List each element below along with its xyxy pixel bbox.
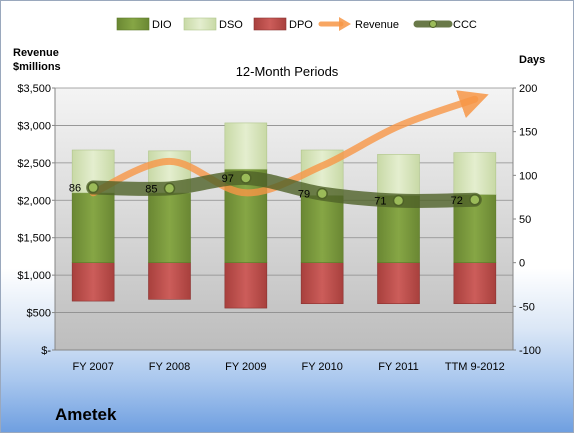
left-axis-label-line1: Revenue [13, 47, 59, 59]
ccc-data-label: 97 [222, 173, 234, 185]
bar-dpo-fy-2010 [300, 262, 344, 305]
bar-dio-fy-2010 [300, 195, 344, 263]
bar-dpo-fy-2011 [377, 262, 420, 305]
ccc-point-ttm-9-2012 [469, 194, 481, 206]
right-tick-label: 150 [519, 127, 537, 139]
bar-dso-fy-2009 [224, 122, 268, 170]
right-tick-label: 200 [519, 83, 537, 95]
left-tick-label: $3,000 [17, 120, 51, 132]
gridlines [55, 87, 513, 351]
left-tick-label: $1,500 [17, 233, 51, 245]
left-tick-label: $500 [27, 308, 51, 320]
x-tick-label: FY 2011 [378, 361, 419, 373]
bars [71, 122, 497, 309]
legend-label-dpo: DPO [289, 19, 313, 31]
legend-swatch-dpo [253, 17, 287, 31]
company-name: Ametek [55, 405, 117, 424]
ccc-data-label: 79 [298, 189, 310, 201]
legend-marker-ccc [429, 20, 437, 28]
plot-area [55, 88, 513, 350]
right-tick-label: -100 [519, 345, 541, 357]
left-tick-label: $3,500 [17, 83, 51, 95]
right-tick-label: 50 [519, 214, 531, 226]
x-tick-label: FY 2007 [72, 361, 113, 373]
right-tick-label: 0 [519, 258, 525, 270]
ccc-data-label: 85 [145, 183, 157, 195]
left-axis-label-line2: $millions [13, 61, 61, 73]
bar-dpo-fy-2009 [224, 262, 268, 309]
bar-dio-fy-2007 [71, 192, 115, 263]
left-tick-label: $1,000 [17, 270, 51, 282]
ccc-point-fy-2007 [87, 181, 99, 194]
left-axis-label: Revenue $millions [13, 47, 62, 73]
x-tick-label: TTM 9-2012 [445, 361, 505, 373]
legend-label-ccc: CCC [453, 19, 477, 31]
ccc-point-fy-2011 [392, 194, 405, 207]
legend-swatch-dso [183, 17, 217, 31]
legend-label-dio: DIO [152, 19, 172, 31]
right-tick-label: 100 [519, 170, 537, 182]
chart-title: 12-Month Periods [236, 64, 339, 79]
x-tick-label: FY 2010 [301, 361, 342, 373]
right-tick-label: -50 [519, 301, 535, 313]
ccc-point-fy-2010 [316, 187, 328, 200]
legend: DIO DSO DPO Revenue CCC [116, 17, 477, 31]
right-axis-label: Days [519, 54, 545, 66]
x-tick-label: FY 2008 [149, 361, 190, 373]
ccc-point-fy-2008 [163, 182, 176, 195]
bar-dso-ttm-9-2012 [453, 152, 497, 195]
ccc-line [86, 170, 482, 208]
bar-dio-fy-2008 [148, 192, 191, 263]
bar-dpo-ttm-9-2012 [453, 262, 497, 305]
legend-label-revenue: Revenue [355, 19, 399, 31]
left-tick-label: $- [41, 345, 51, 357]
series-lines: 86 85 97 79 71 72 [69, 90, 489, 208]
ccc-point-fy-2009 [240, 172, 252, 184]
ccc-data-label: 72 [451, 195, 463, 207]
bar-dpo-fy-2008 [148, 262, 191, 300]
ccc-data-label: 71 [374, 196, 386, 208]
legend-label-dso: DSO [219, 19, 243, 31]
left-tick-label: $2,500 [17, 158, 51, 170]
axes: $- $500 $1,000 $1,500 $2,000 $2,500 $3,000 $3,5… [17, 83, 541, 373]
legend-arrowhead [339, 17, 351, 31]
x-tick-label: FY 2009 [225, 361, 266, 373]
legend-swatch-dio [116, 17, 150, 31]
bar-dpo-fy-2007 [71, 262, 115, 302]
left-tick-label: $2,000 [17, 195, 51, 207]
ccc-data-label: 86 [69, 183, 81, 195]
bar-dso-fy-2011 [377, 154, 420, 196]
